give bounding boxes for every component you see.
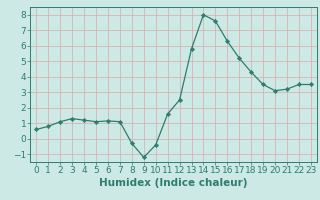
X-axis label: Humidex (Indice chaleur): Humidex (Indice chaleur)	[99, 178, 248, 188]
